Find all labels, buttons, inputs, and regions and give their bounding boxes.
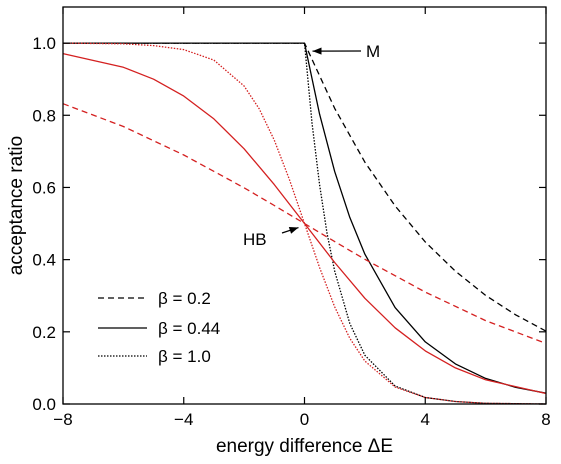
y-tick-label: 0.6 <box>32 178 56 197</box>
legend-label-beta-0-44: β = 0.44 <box>158 319 220 338</box>
tick-labels-layer: −8 −4 0 4 8 0.0 0.2 0.4 0.6 0.8 1.0 <box>32 34 550 429</box>
series-m-beta-1 <box>63 42 547 405</box>
y-tick-label: 0.4 <box>32 251 56 270</box>
series-hb-beta-0-44 <box>62 52 547 395</box>
x-axis-label: energy difference ΔE <box>216 436 393 457</box>
y-tick-label: 0.0 <box>32 395 56 414</box>
series-m-beta-0-44 <box>63 42 547 394</box>
m-arrowhead <box>312 47 322 55</box>
m-annotation: M <box>366 42 380 61</box>
y-axis-label: acceptance ratio <box>6 136 27 275</box>
x-tick-label: −8 <box>53 410 72 429</box>
y-tick-label: 1.0 <box>32 34 56 53</box>
curves-layer <box>62 42 547 405</box>
annotations-layer: M HB <box>243 42 380 249</box>
series-hb-beta-1 <box>62 42 547 405</box>
legend: β = 0.2 β = 0.44 β = 1.0 <box>98 289 220 366</box>
x-tick-label: −4 <box>174 410 193 429</box>
ticks-layer <box>62 7 547 405</box>
x-tick-label: 0 <box>300 410 309 429</box>
x-tick-label: 8 <box>541 410 550 429</box>
series-m-beta-0-2 <box>63 42 547 332</box>
legend-label-beta-1-0: β = 1.0 <box>158 347 211 366</box>
x-tick-label: 4 <box>421 410 430 429</box>
y-tick-label: 0.8 <box>32 106 56 125</box>
y-tick-label: 0.2 <box>32 323 56 342</box>
hb-arrowhead <box>288 226 299 234</box>
plot-frame <box>62 6 547 405</box>
legend-label-beta-0-2: β = 0.2 <box>158 289 211 308</box>
hb-annotation: HB <box>243 230 267 249</box>
